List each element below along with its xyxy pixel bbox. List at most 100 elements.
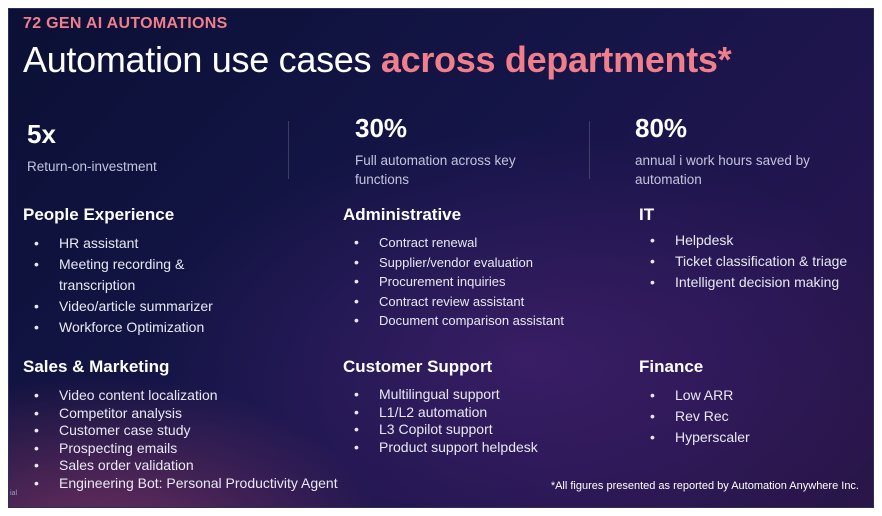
bullet-icon: • <box>354 273 359 289</box>
bullet-icon: • <box>34 298 39 314</box>
section-title: IT <box>639 205 655 224</box>
bullet-icon: • <box>354 292 359 309</box>
section-it: IT • Helpdesk • Ticket classification & tr… <box>639 205 869 293</box>
list-item: • Procurement inquiries <box>343 272 623 292</box>
section-list: • Low ARR • Rev Rec • Hyperscaler <box>639 385 869 448</box>
list-item: • Competitor analysis <box>23 405 383 423</box>
list-item-label: Contract review assistant <box>379 293 525 309</box>
list-item: • Sales order validation <box>23 457 383 475</box>
stat-value: 80% <box>635 113 688 143</box>
section-finance: Finance • Low ARR • Rev Rec • Hyperscaler <box>639 357 869 448</box>
list-item-label: Multilingual support <box>379 386 500 402</box>
list-item: • Workforce Optimization <box>23 317 323 338</box>
list-item-label: Engineering Bot: Personal Productivity A… <box>59 474 338 491</box>
list-item: • Helpdesk <box>639 230 869 251</box>
list-item: • Low ARR <box>639 385 869 406</box>
list-item-label: Customer case study <box>59 422 191 439</box>
list-item-label: HR assistant <box>59 235 139 251</box>
section-customer-support: Customer Support • Multilingual support •… <box>343 357 623 456</box>
bullet-icon: • <box>34 387 39 403</box>
list-item-label: L3 Copilot support <box>379 421 493 438</box>
bullet-icon: • <box>650 387 655 403</box>
bullet-icon: • <box>34 235 39 251</box>
bullet-icon: • <box>34 474 39 491</box>
bullet-icon: • <box>354 386 359 402</box>
page-title: Automation use cases across departments* <box>23 39 732 81</box>
list-item-label: Helpdesk <box>675 232 734 248</box>
bullet-icon: • <box>650 274 655 290</box>
stat-label: annual i work hours saved by automation <box>635 153 810 187</box>
list-item-label: Meeting recording & transcription <box>59 256 185 293</box>
footnote: *All figures presented as reported by Au… <box>550 480 859 492</box>
list-item-label: Low ARR <box>675 387 734 403</box>
list-item-label: L1/L2 automation <box>379 403 488 420</box>
list-item-label: Competitor analysis <box>59 404 182 421</box>
bullet-icon: • <box>650 429 655 445</box>
bullet-icon: • <box>354 421 359 438</box>
list-item-label: Video content localization <box>59 387 218 403</box>
list-item-label: Product support helpdesk <box>379 438 538 455</box>
list-item: • Multilingual support <box>343 386 623 404</box>
list-item: • Ticket classification & triage <box>639 251 869 272</box>
bullet-icon: • <box>34 457 39 474</box>
stat-roi: 5x Return-on-investment <box>27 119 267 176</box>
list-item: • Customer case study <box>23 422 383 440</box>
stat-value: 30% <box>355 113 408 143</box>
stat-full-automation: 30% Full automation across key functions <box>355 113 565 189</box>
section-title: People Experience <box>23 205 175 224</box>
title-accent: across departments* <box>380 39 732 80</box>
bullet-icon: • <box>650 253 655 269</box>
list-item: • L1/L2 automation <box>343 404 623 422</box>
bullet-icon: • <box>650 232 655 248</box>
list-item-label: Intelligent decision making <box>675 274 840 290</box>
list-item-label: Rev Rec <box>675 408 729 424</box>
bullet-icon: • <box>354 234 359 250</box>
list-item: • Video/article summarizer <box>23 296 323 317</box>
list-item-label: Procurement inquiries <box>379 274 506 289</box>
stat-divider <box>589 121 590 179</box>
bullet-icon: • <box>34 256 39 272</box>
section-list: • Video content localization • Competitor … <box>23 387 383 493</box>
list-item: • L3 Copilot support <box>343 421 623 439</box>
bullet-icon: • <box>354 253 359 270</box>
bullet-icon: • <box>354 438 359 455</box>
section-administrative: Administrative • Contract renewal • Suppli… <box>343 205 623 331</box>
list-item-label: Ticket classification & triage <box>675 253 848 269</box>
eyebrow-label: 72 GEN AI AUTOMATIONS <box>23 15 228 32</box>
list-item: • Contract renewal <box>343 233 623 253</box>
bullet-icon: • <box>650 408 655 424</box>
list-item-label: Prospecting emails <box>59 439 178 456</box>
bullet-icon: • <box>354 403 359 420</box>
title-plain: Automation use cases <box>23 39 381 80</box>
bullet-icon: • <box>354 312 359 328</box>
list-item-label: Document comparison assistant <box>379 313 564 328</box>
list-item: • Document comparison assistant <box>343 311 623 331</box>
section-people-experience: People Experience • HR assistant • Meeting… <box>23 205 323 338</box>
list-item: • Engineering Bot: Personal Productivity … <box>23 475 383 493</box>
section-title: Sales & Marketing <box>23 357 170 376</box>
list-item: • Hyperscaler <box>639 427 869 448</box>
list-item: • Intelligent decision making <box>639 272 869 293</box>
edge-text: ial <box>10 490 18 497</box>
list-item-label: Supplier/vendor evaluation <box>379 254 533 270</box>
section-title: Customer Support <box>343 357 493 376</box>
section-list: • HR assistant • Meeting recording & trans… <box>23 233 323 338</box>
list-item-label: Hyperscaler <box>675 429 750 445</box>
stat-label: Full automation across key functions <box>355 153 516 187</box>
section-list: • Contract renewal • Supplier/vendor evalu… <box>343 233 623 331</box>
list-item: • Video content localization <box>23 387 383 405</box>
list-item: • HR assistant <box>23 233 323 254</box>
section-list: • Helpdesk • Ticket classification & triag… <box>639 230 869 293</box>
stat-value: 5x <box>27 119 56 149</box>
slide: 72 GEN AI AUTOMATIONS Automation use cas… <box>8 8 874 508</box>
bullet-icon: • <box>34 422 39 439</box>
bullet-icon: • <box>34 319 39 335</box>
bullet-icon: • <box>34 404 39 421</box>
bullet-icon: • <box>34 439 39 456</box>
section-title: Finance <box>639 357 704 376</box>
list-item: • Product support helpdesk <box>343 439 623 457</box>
section-title: Administrative <box>343 205 462 224</box>
list-item-label: Contract renewal <box>379 235 478 250</box>
list-item: • Supplier/vendor evaluation <box>343 253 623 273</box>
list-item-label: Video/article summarizer <box>59 298 213 314</box>
